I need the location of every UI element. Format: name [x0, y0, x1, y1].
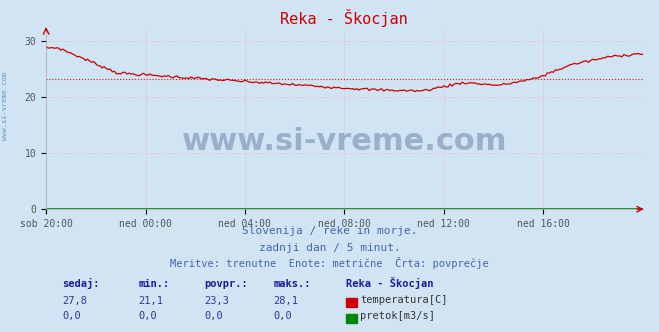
Text: min.:: min.:: [138, 279, 169, 289]
Text: pretok[m3/s]: pretok[m3/s]: [360, 311, 436, 321]
Text: 23,3: 23,3: [204, 296, 229, 306]
Text: zadnji dan / 5 minut.: zadnji dan / 5 minut.: [258, 243, 401, 253]
Text: sedaj:: sedaj:: [63, 278, 100, 289]
Text: 0,0: 0,0: [63, 311, 81, 321]
Text: temperatura[C]: temperatura[C]: [360, 295, 448, 305]
Text: povpr.:: povpr.:: [204, 279, 248, 289]
Title: Reka - Škocjan: Reka - Škocjan: [281, 9, 408, 27]
Text: 21,1: 21,1: [138, 296, 163, 306]
Text: Slovenija / reke in morje.: Slovenija / reke in morje.: [242, 226, 417, 236]
Text: www.si-vreme.com: www.si-vreme.com: [182, 126, 507, 155]
Text: 0,0: 0,0: [273, 311, 292, 321]
Text: 28,1: 28,1: [273, 296, 299, 306]
Text: www.si-vreme.com: www.si-vreme.com: [2, 72, 9, 140]
Text: Meritve: trenutne  Enote: metrične  Črta: povprečje: Meritve: trenutne Enote: metrične Črta: …: [170, 257, 489, 269]
Text: maks.:: maks.:: [273, 279, 311, 289]
Text: 0,0: 0,0: [138, 311, 157, 321]
Text: Reka - Škocjan: Reka - Škocjan: [346, 277, 434, 289]
Text: 0,0: 0,0: [204, 311, 223, 321]
Text: 27,8: 27,8: [63, 296, 88, 306]
